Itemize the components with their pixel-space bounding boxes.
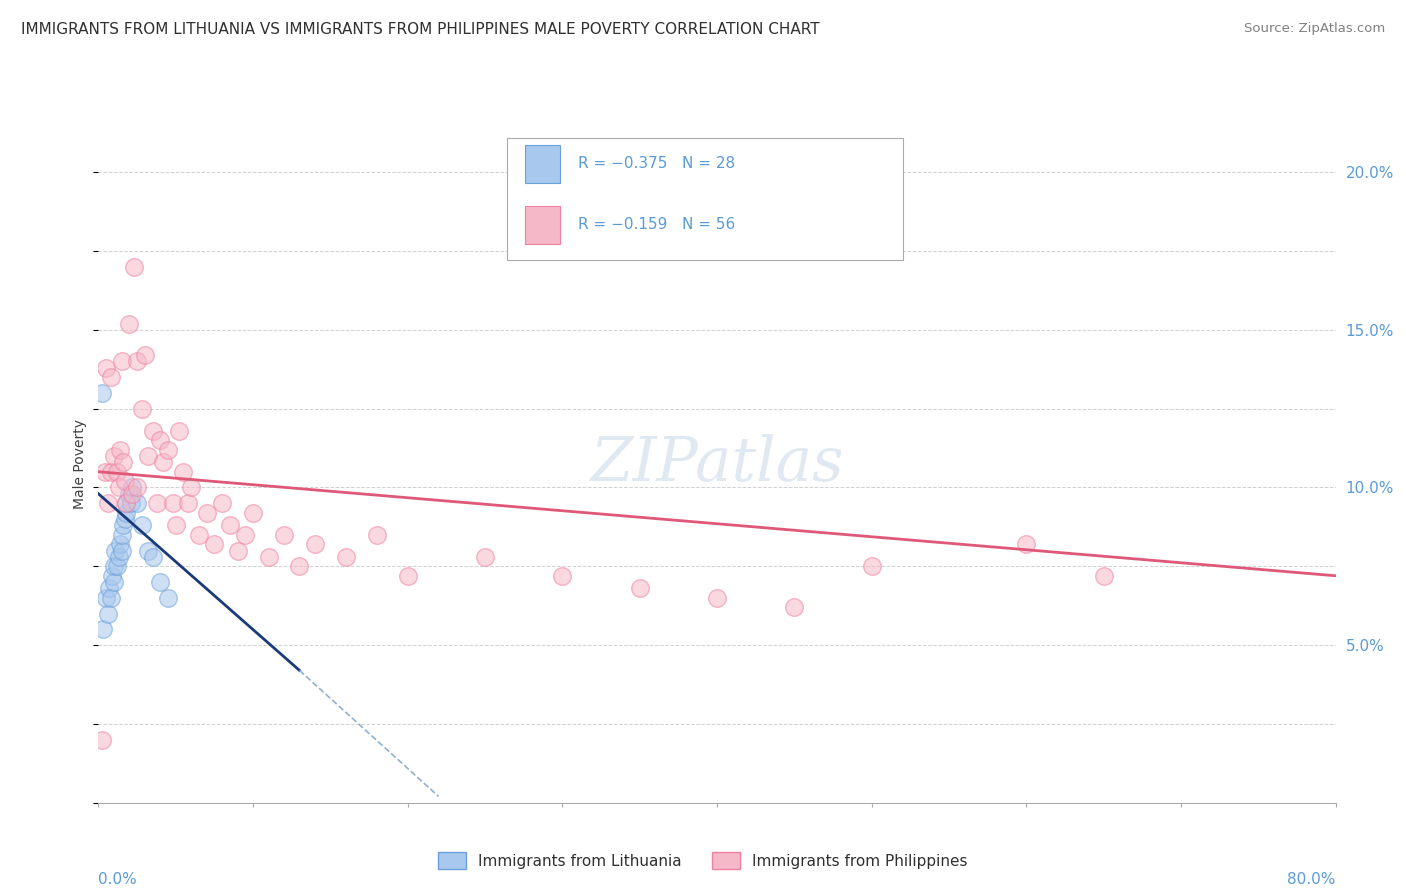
Point <box>242 506 264 520</box>
Point <box>104 543 127 558</box>
Point <box>120 496 142 510</box>
Point <box>105 559 128 574</box>
Point <box>114 512 136 526</box>
Point <box>177 496 200 510</box>
Point <box>1015 537 1038 551</box>
Text: R = −0.375   N = 28: R = −0.375 N = 28 <box>578 156 735 171</box>
Point <box>628 582 651 596</box>
Point <box>90 385 112 400</box>
Point <box>136 449 159 463</box>
Point <box>134 348 156 362</box>
Point <box>103 575 125 590</box>
Point <box>136 543 159 558</box>
Point <box>115 496 138 510</box>
Point <box>100 591 122 605</box>
Point <box>100 465 122 479</box>
Point <box>108 442 131 457</box>
Point <box>118 487 141 501</box>
Point <box>235 528 257 542</box>
Point <box>127 496 149 510</box>
Point <box>111 543 134 558</box>
Point <box>288 559 311 574</box>
Point <box>121 481 143 495</box>
Point <box>257 549 280 564</box>
Bar <box>526 145 560 183</box>
Point <box>107 549 129 564</box>
Point <box>180 481 202 495</box>
Point <box>121 487 143 501</box>
Point <box>1092 568 1115 582</box>
Point <box>173 465 195 479</box>
Point <box>96 360 118 375</box>
Point <box>111 354 134 368</box>
Point <box>112 455 135 469</box>
Point <box>551 568 574 582</box>
Point <box>226 543 249 558</box>
Point <box>93 465 115 479</box>
Point <box>103 449 125 463</box>
Point <box>111 528 134 542</box>
Point <box>131 518 153 533</box>
Text: R = −0.159   N = 56: R = −0.159 N = 56 <box>578 218 735 233</box>
Text: IMMIGRANTS FROM LITHUANIA VS IMMIGRANTS FROM PHILIPPINES MALE POVERTY CORRELATIO: IMMIGRANTS FROM LITHUANIA VS IMMIGRANTS … <box>21 22 820 37</box>
Point <box>474 549 496 564</box>
Point <box>396 568 419 582</box>
Point <box>101 568 124 582</box>
Point <box>157 591 180 605</box>
Bar <box>526 206 560 244</box>
Point <box>783 600 806 615</box>
Point <box>335 549 357 564</box>
Point <box>114 474 136 488</box>
Point <box>149 575 172 590</box>
Point <box>96 591 118 605</box>
Point <box>91 623 114 637</box>
Point <box>142 424 165 438</box>
Point <box>103 559 125 574</box>
Point <box>706 591 728 605</box>
Text: 0.0%: 0.0% <box>98 872 138 888</box>
Point <box>115 496 138 510</box>
Point <box>195 506 218 520</box>
Point <box>112 518 135 533</box>
Point <box>97 607 120 621</box>
Point <box>97 496 120 510</box>
Point <box>219 518 242 533</box>
Point <box>105 465 128 479</box>
Point <box>146 496 169 510</box>
Point <box>188 528 211 542</box>
Point <box>142 549 165 564</box>
Text: Source: ZipAtlas.com: Source: ZipAtlas.com <box>1244 22 1385 36</box>
Point <box>157 442 180 457</box>
Point <box>211 496 233 510</box>
Point <box>165 518 187 533</box>
Point <box>204 537 226 551</box>
Point <box>162 496 184 510</box>
Point <box>127 481 149 495</box>
Point <box>149 433 172 447</box>
FancyBboxPatch shape <box>506 138 903 260</box>
Point <box>90 732 112 747</box>
Point <box>304 537 326 551</box>
Point <box>860 559 883 574</box>
Point <box>122 260 145 274</box>
Point <box>98 582 121 596</box>
Point <box>127 354 149 368</box>
Point <box>131 401 153 416</box>
Point <box>115 506 138 520</box>
Point <box>273 528 295 542</box>
Point <box>107 481 129 495</box>
Point <box>108 537 131 551</box>
Point <box>366 528 388 542</box>
Text: 80.0%: 80.0% <box>1288 872 1336 888</box>
Point <box>118 317 141 331</box>
Point <box>167 424 190 438</box>
Y-axis label: Male Poverty: Male Poverty <box>73 419 87 508</box>
Point <box>152 455 174 469</box>
Point <box>100 370 122 384</box>
Text: ZIPatlas: ZIPatlas <box>591 434 844 494</box>
Legend: Immigrants from Lithuania, Immigrants from Philippines: Immigrants from Lithuania, Immigrants fr… <box>432 846 974 875</box>
